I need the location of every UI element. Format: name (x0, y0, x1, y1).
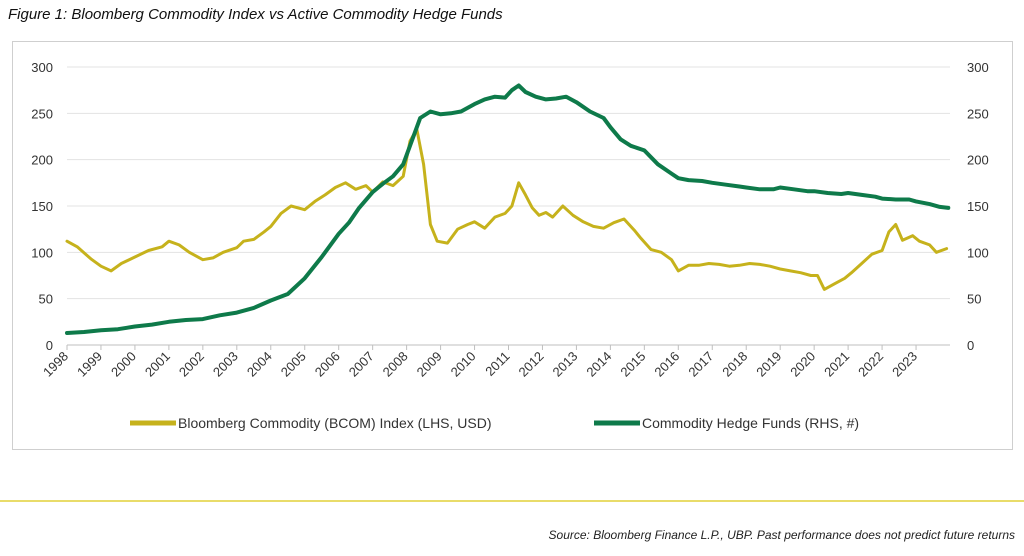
right-tick-label: 150 (967, 199, 989, 214)
x-tick-label: 2007 (346, 349, 377, 380)
right-tick-label: 300 (967, 60, 989, 75)
left-tick-label: 250 (31, 106, 53, 121)
series-line-hedge-funds (65, 83, 951, 335)
x-tick-label: 2002 (176, 349, 207, 380)
x-tick-label: 2008 (380, 349, 411, 380)
x-tick-label: 2019 (753, 349, 784, 380)
x-tick-label: 2016 (651, 349, 682, 380)
chart-svg: 0 50 100 150 200 250 300 0 50 100 150 200 250 300 19… (31, 60, 989, 431)
series-line-bcom (65, 127, 949, 291)
x-tick-label: 2011 (482, 349, 512, 379)
x-tick-label: 2000 (108, 349, 139, 380)
footer-divider (0, 500, 1024, 502)
legend-item-hedge-funds-label: Commodity Hedge Funds (RHS, #) (642, 415, 859, 431)
x-axis-ticks: 1998 1999 2000 2001 2002 2003 2004 2005 2006 2007… (40, 345, 920, 380)
x-tick-label: 2010 (448, 349, 479, 380)
x-tick-label: 2014 (583, 349, 614, 380)
x-tick-label: 2017 (685, 349, 716, 380)
x-tick-label: 2006 (312, 349, 343, 380)
x-tick-label: 2023 (889, 349, 920, 380)
grid-lines (67, 66, 950, 346)
left-tick-label: 0 (46, 338, 53, 353)
right-tick-label: 250 (967, 106, 989, 121)
x-tick-label: 2022 (855, 349, 886, 380)
x-tick-label: 2013 (549, 349, 580, 380)
x-tick-label: 2009 (414, 349, 445, 380)
legend: Bloomberg Commodity (BCOM) Index (LHS, U… (130, 415, 859, 431)
chart-frame (12, 41, 1013, 450)
left-tick-label: 300 (31, 60, 53, 75)
legend-item-bcom-label: Bloomberg Commodity (BCOM) Index (LHS, U… (178, 415, 492, 431)
right-axis-ticks: 0 50 100 150 200 250 300 (967, 60, 989, 353)
right-tick-label: 200 (967, 153, 989, 168)
left-tick-label: 50 (39, 292, 53, 307)
x-tick-label: 2020 (787, 349, 818, 380)
x-tick-label: 2005 (278, 349, 309, 380)
x-tick-label: 1999 (74, 349, 105, 380)
x-tick-label: 2004 (244, 349, 275, 380)
source-note: Source: Bloomberg Finance L.P., UBP. Pas… (548, 528, 1015, 542)
left-tick-label: 200 (31, 153, 53, 168)
left-tick-label: 100 (31, 245, 53, 260)
left-axis-ticks: 0 50 100 150 200 250 300 (31, 60, 53, 353)
right-tick-label: 50 (967, 292, 981, 307)
right-tick-label: 100 (967, 245, 989, 260)
x-tick-label: 2015 (617, 349, 648, 380)
x-tick-label: 2018 (719, 349, 750, 380)
x-tick-label: 2012 (516, 349, 547, 380)
x-tick-label: 2001 (142, 349, 173, 380)
x-tick-label: 1998 (40, 349, 71, 380)
left-tick-label: 150 (31, 199, 53, 214)
right-tick-label: 0 (967, 338, 974, 353)
figure-title: Figure 1: Bloomberg Commodity Index vs A… (8, 6, 503, 23)
x-tick-label: 2003 (210, 349, 241, 380)
series-layer (65, 83, 951, 335)
x-tick-label: 2021 (821, 349, 852, 380)
